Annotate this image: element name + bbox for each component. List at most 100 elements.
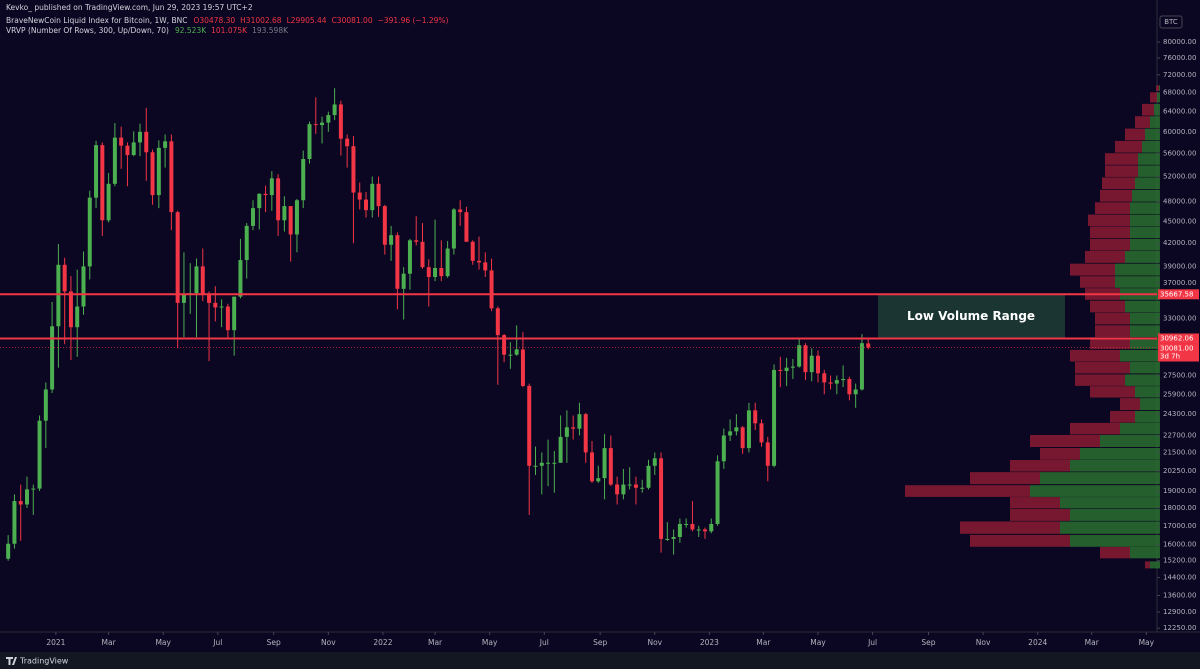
level-tag xyxy=(1158,289,1199,300)
candle-body xyxy=(859,343,864,390)
candle-body xyxy=(677,523,682,538)
candle-body xyxy=(633,484,638,488)
x-tick-label: Nov xyxy=(321,638,336,647)
volume-down xyxy=(1085,251,1125,263)
volume-down xyxy=(970,472,1040,485)
candle-body xyxy=(401,273,406,289)
y-tick-label: 42000.00 xyxy=(1163,239,1196,247)
candle-body xyxy=(495,308,500,336)
volume-up xyxy=(1115,263,1160,276)
volume-down xyxy=(1090,386,1135,398)
volume-up xyxy=(1060,497,1160,509)
candle-body xyxy=(225,306,230,331)
x-tick-label: Mar xyxy=(102,638,117,647)
y-tick-label: 60000.00 xyxy=(1163,128,1196,136)
candle-body xyxy=(75,306,80,328)
candle-body xyxy=(407,240,412,274)
volume-down xyxy=(1105,153,1138,165)
candle-body xyxy=(847,378,852,395)
x-tick-label: May xyxy=(155,638,171,647)
y-tick-label: 14400.00 xyxy=(1163,574,1196,582)
volume-down xyxy=(1095,325,1130,337)
volume-down xyxy=(1088,214,1130,227)
candle-body xyxy=(307,124,312,160)
candle-body xyxy=(866,343,871,348)
candle-body xyxy=(163,141,168,148)
candle-body xyxy=(62,264,67,292)
volume-down xyxy=(1010,460,1070,472)
x-tick-label: May xyxy=(482,638,498,647)
x-tick-label: May xyxy=(810,638,826,647)
candle-body xyxy=(608,448,613,485)
y-tick-label: 12250.00 xyxy=(1163,624,1196,632)
candle-body xyxy=(282,206,287,221)
volume-up xyxy=(1070,460,1160,472)
candle-body xyxy=(150,152,155,196)
y-tick-label: 24300.00 xyxy=(1163,410,1196,418)
candle-body xyxy=(395,235,400,289)
candle-body xyxy=(125,145,130,156)
candle-body xyxy=(721,435,726,462)
ohlc-value: C30081.00 xyxy=(332,16,373,25)
candle-body xyxy=(577,414,582,429)
candle-body xyxy=(31,488,36,490)
candle-body xyxy=(571,427,576,429)
candle-body xyxy=(106,183,111,221)
volume-up xyxy=(1125,374,1160,386)
candle-body xyxy=(351,146,356,193)
candle-body xyxy=(156,147,161,196)
volume-down xyxy=(1110,410,1135,423)
candle-body xyxy=(514,349,519,355)
annotation-box xyxy=(878,294,1065,339)
y-tick-label: 27500.00 xyxy=(1163,372,1196,380)
candle-body xyxy=(640,487,645,489)
volume-down xyxy=(905,485,1030,497)
volume-up xyxy=(1060,521,1160,534)
candle-body xyxy=(420,241,425,268)
volume-up xyxy=(1120,349,1160,362)
symbol-badge: BTC xyxy=(1164,18,1178,26)
candle-body xyxy=(445,248,450,277)
candle-body xyxy=(671,537,676,539)
volume-down xyxy=(1095,202,1130,214)
volume-down xyxy=(1010,509,1070,521)
candle-body xyxy=(119,137,124,146)
candle-body xyxy=(483,262,488,271)
volume-up xyxy=(1130,226,1160,239)
plot: Low Volume Range xyxy=(0,88,1157,561)
volume-down xyxy=(1105,165,1138,177)
x-tick-label: Jul xyxy=(539,638,549,647)
y-tick-label: 45000.00 xyxy=(1163,218,1196,226)
volume-up xyxy=(1157,92,1160,103)
candle-body xyxy=(288,206,293,235)
candle-body xyxy=(759,423,764,443)
candle-body xyxy=(131,142,136,156)
indicator: VRVP (Number Of Rows, 300, Up/Down, 70) xyxy=(6,26,169,35)
y-tick-label: 22700.00 xyxy=(1163,431,1196,439)
candle-body xyxy=(313,124,318,126)
candle-body xyxy=(690,523,695,530)
candle-body xyxy=(702,529,707,532)
candle-body xyxy=(263,193,268,196)
volume-up xyxy=(1142,140,1160,153)
volume-up xyxy=(1130,312,1160,325)
candle-body xyxy=(414,240,419,242)
badge-frame xyxy=(1159,15,1183,29)
volume-down xyxy=(1125,128,1145,141)
candle-body xyxy=(363,199,368,211)
x-tick-label: Sep xyxy=(267,638,281,647)
candle-body xyxy=(332,104,337,116)
x-tick-label: Jul xyxy=(867,638,877,647)
candle-body xyxy=(520,349,525,386)
candle-body xyxy=(815,355,820,374)
level-tag xyxy=(1158,333,1199,344)
volume-up xyxy=(1130,214,1160,227)
volume-down xyxy=(1070,349,1120,362)
candle-body xyxy=(709,523,714,532)
volume-up xyxy=(1120,422,1160,435)
volume-up xyxy=(1130,361,1160,374)
candle-body xyxy=(615,484,620,495)
volume-down xyxy=(1040,447,1080,460)
